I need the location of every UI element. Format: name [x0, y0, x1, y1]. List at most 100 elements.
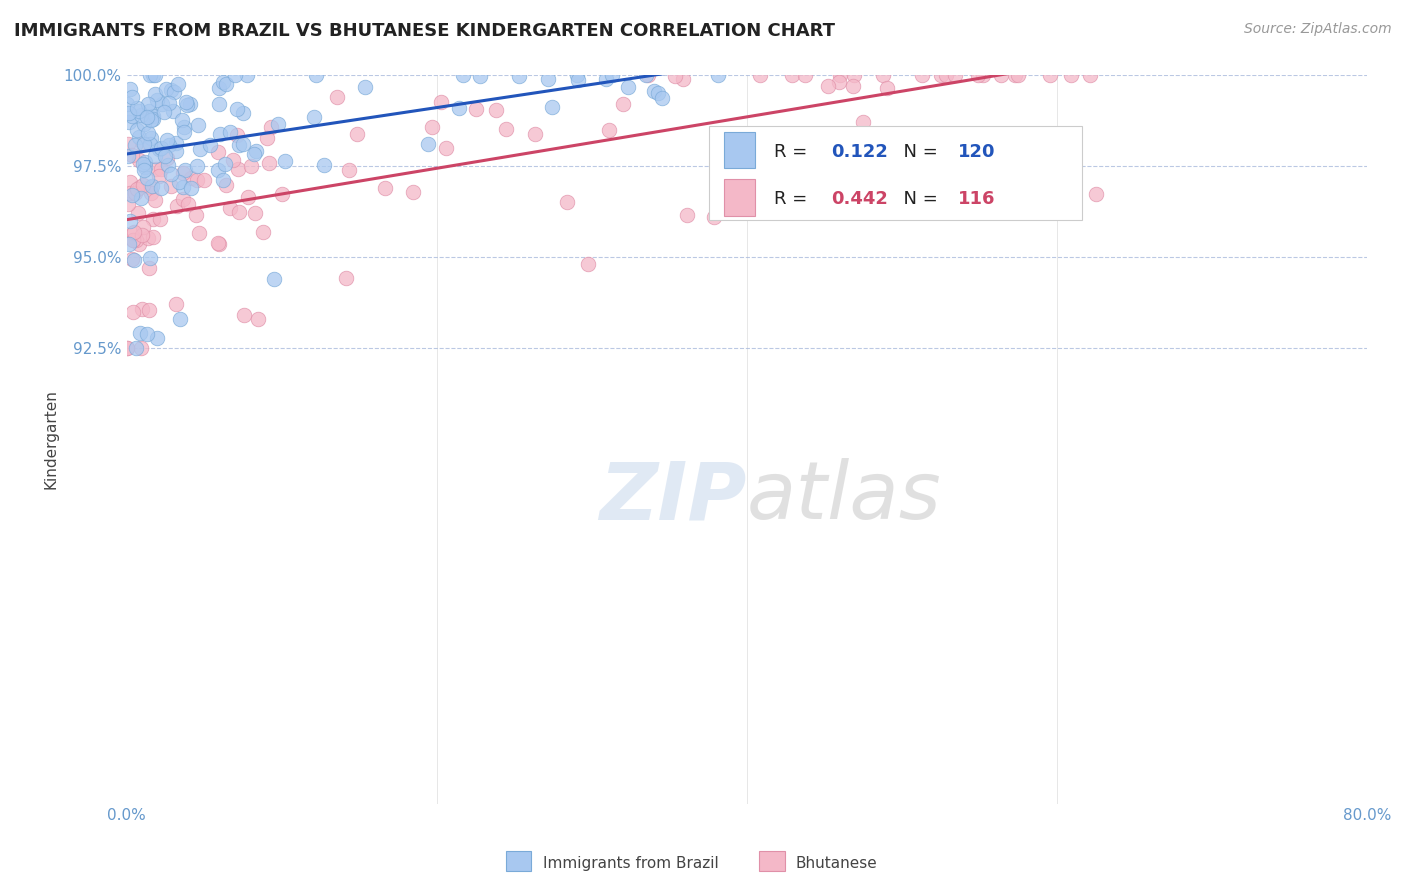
- Text: ZIP: ZIP: [599, 458, 747, 536]
- Point: [188, 226, 211, 240]
- Text: 0.122: 0.122: [831, 143, 887, 161]
- Point: [595, 71, 617, 86]
- Point: [495, 121, 517, 136]
- Point: [150, 97, 173, 112]
- Point: [703, 211, 725, 225]
- Point: [128, 104, 150, 119]
- FancyBboxPatch shape: [724, 179, 755, 216]
- Point: [136, 110, 159, 124]
- Point: [120, 81, 142, 95]
- Point: [1085, 187, 1108, 202]
- Point: [1060, 68, 1083, 82]
- Text: Bhutanese: Bhutanese: [796, 856, 877, 871]
- Point: [228, 137, 250, 152]
- Point: [354, 79, 377, 94]
- Text: atlas: atlas: [747, 458, 942, 536]
- Point: [166, 199, 188, 213]
- Point: [184, 208, 207, 222]
- Point: [470, 69, 492, 83]
- Point: [236, 189, 259, 203]
- Point: [157, 137, 180, 152]
- Point: [138, 261, 160, 276]
- Point: [1007, 68, 1029, 82]
- Point: [215, 178, 238, 192]
- Point: [212, 75, 235, 89]
- Point: [149, 211, 172, 226]
- Point: [872, 68, 894, 82]
- Point: [136, 126, 159, 140]
- Point: [257, 155, 280, 169]
- Point: [374, 181, 396, 195]
- FancyBboxPatch shape: [724, 132, 755, 168]
- Point: [174, 163, 197, 178]
- Point: [555, 194, 578, 209]
- Text: 0.442: 0.442: [831, 191, 887, 209]
- FancyBboxPatch shape: [710, 126, 1081, 220]
- Point: [707, 68, 730, 82]
- Point: [598, 123, 620, 137]
- Point: [165, 297, 187, 311]
- Point: [160, 167, 183, 181]
- Point: [142, 68, 165, 82]
- Text: R =: R =: [773, 143, 813, 161]
- Point: [121, 226, 143, 240]
- Point: [485, 103, 508, 117]
- Point: [176, 97, 198, 112]
- Point: [115, 341, 138, 355]
- Point: [931, 68, 953, 82]
- Point: [208, 127, 231, 141]
- Point: [153, 149, 176, 163]
- Text: N =: N =: [891, 191, 943, 209]
- Point: [132, 157, 155, 171]
- Point: [163, 85, 186, 99]
- Point: [142, 109, 165, 123]
- Point: [121, 252, 143, 266]
- Point: [967, 68, 990, 82]
- Point: [124, 186, 146, 200]
- Point: [647, 86, 669, 100]
- Point: [148, 169, 170, 183]
- Point: [416, 137, 439, 152]
- Point: [127, 182, 149, 196]
- Point: [245, 145, 267, 159]
- Point: [541, 100, 564, 114]
- Point: [136, 170, 159, 185]
- Point: [138, 103, 160, 118]
- Point: [121, 148, 143, 162]
- Point: [911, 68, 934, 82]
- Point: [434, 141, 457, 155]
- Point: [208, 96, 231, 111]
- Point: [236, 68, 259, 82]
- Point: [145, 161, 167, 176]
- Point: [637, 68, 659, 82]
- Point: [188, 141, 211, 155]
- Point: [990, 68, 1012, 82]
- Point: [169, 312, 191, 326]
- Point: [219, 201, 242, 215]
- Point: [139, 252, 162, 266]
- Point: [337, 162, 360, 177]
- Point: [823, 162, 845, 177]
- Point: [139, 131, 162, 145]
- Point: [179, 97, 201, 112]
- Point: [172, 192, 194, 206]
- Point: [935, 68, 957, 82]
- Point: [643, 84, 665, 98]
- Point: [672, 72, 695, 87]
- Point: [402, 185, 425, 199]
- Point: [125, 102, 148, 116]
- Point: [827, 75, 849, 89]
- Text: R =: R =: [773, 191, 813, 209]
- Point: [600, 68, 623, 82]
- Point: [143, 87, 166, 102]
- Text: Immigrants from Brazil: Immigrants from Brazil: [543, 856, 718, 871]
- Text: Source: ZipAtlas.com: Source: ZipAtlas.com: [1244, 22, 1392, 37]
- Point: [1078, 68, 1101, 82]
- Point: [125, 341, 148, 355]
- Point: [187, 118, 209, 132]
- Point: [508, 69, 530, 83]
- Point: [142, 211, 165, 226]
- Point: [215, 77, 238, 91]
- Point: [852, 115, 875, 129]
- Point: [780, 68, 803, 82]
